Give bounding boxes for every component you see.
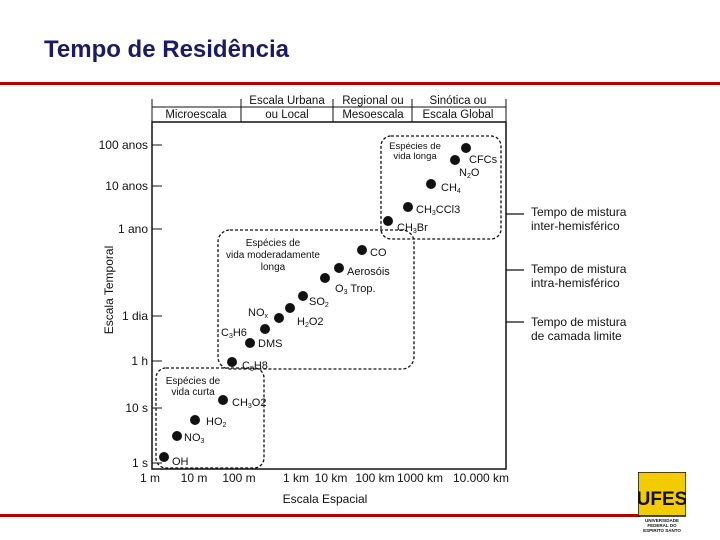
x-tick-label: 1 m <box>140 471 160 485</box>
species-marker <box>274 313 284 323</box>
species-marker <box>357 245 367 255</box>
university-logo: UFES UNIVERSIDADE FEDERAL DO ESPIRITO SA… <box>638 472 686 533</box>
species-marker <box>426 179 436 189</box>
species-marker <box>383 216 393 226</box>
species-label: H2O2 <box>297 316 324 329</box>
species-marker <box>334 263 344 273</box>
species-label: Aerosóis <box>347 266 390 278</box>
logo-background <box>638 472 686 517</box>
logo-caption: UNIVERSIDADE <box>645 518 679 523</box>
mixing-label: Tempo de mistura <box>531 262 627 276</box>
x-tick-label: 10 km <box>315 471 348 485</box>
group-label-short-lived: vida curta <box>171 387 215 398</box>
species-label: CH3CCl3 <box>416 204 460 217</box>
species-marker <box>450 155 460 165</box>
scale-header: Microescala Escala Urbana ou Local Regio… <box>151 95 507 123</box>
species-label: DMS <box>258 338 282 350</box>
group-box-moderate <box>217 229 415 370</box>
logo-caption: ESPIRITO SANTO <box>643 528 681 533</box>
x-axis-label: Escala Espacial <box>283 492 368 506</box>
species-label: NOx <box>248 307 269 320</box>
group-label-moderate: vida moderadamente <box>226 250 320 261</box>
species-marker <box>190 415 200 425</box>
x-tick-label: 10 m <box>181 471 208 485</box>
x-tick-label: 10.000 km <box>453 471 509 485</box>
x-axis: 1 m 10 m 100 m 1 km 10 km 100 km 1000 km… <box>140 471 509 506</box>
y-tick-label: 10 anos <box>105 179 148 193</box>
bottom-divider <box>0 514 640 517</box>
species-label: C3H6 <box>221 327 247 340</box>
header-global-line1: Sinótica ou <box>430 95 487 107</box>
species-marker <box>260 324 270 334</box>
y-tick-label: 10 s <box>125 401 148 415</box>
mixing-label: Tempo de mistura <box>531 315 627 329</box>
x-tick-label: 100 m <box>222 471 255 485</box>
mixing-label: Tempo de mistura <box>531 205 627 219</box>
species-marker <box>403 202 413 212</box>
species-label: NO3 <box>184 432 205 445</box>
species-label: N2O <box>459 167 480 180</box>
y-tick-label: 1 dia <box>122 309 148 323</box>
species-marker <box>227 357 237 367</box>
mixing-label: de camada limite <box>531 329 622 343</box>
logo-caption: FEDERAL DO <box>647 523 677 528</box>
species-label: CFCs <box>469 154 498 166</box>
top-divider <box>0 82 720 85</box>
species-marker <box>298 291 308 301</box>
species-label: CH4 <box>441 182 461 195</box>
species-marker <box>245 338 255 348</box>
mixing-label: inter-hemisférico <box>531 219 620 233</box>
x-tick-label: 1000 km <box>397 471 443 485</box>
species-label: CO <box>370 247 387 259</box>
x-tick-label: 100 km <box>355 471 394 485</box>
species-marker <box>218 395 228 405</box>
group-label-moderate: longa <box>261 262 286 273</box>
header-urbana-line1: Escala Urbana <box>249 95 325 107</box>
species-markers <box>159 143 471 462</box>
species-marker <box>285 303 295 313</box>
mixing-label: intra-hemisférico <box>531 276 620 290</box>
group-label-long-lived: Espécies de <box>389 141 441 152</box>
species-marker <box>461 143 471 153</box>
header-regional-line1: Regional ou <box>342 95 403 107</box>
group-box-long-lived <box>380 135 502 240</box>
y-axis: Escala Temporal 100 anos 10 anos 1 ano 1… <box>99 138 162 470</box>
group-label-long-lived: vida longa <box>393 151 437 162</box>
y-tick-label: 1 h <box>131 354 148 368</box>
species-label: C5H8 <box>242 360 268 373</box>
group-label-moderate: Espécies de <box>246 238 301 249</box>
species-marker <box>159 452 169 462</box>
mixing-time-annotations: Tempo de mistura inter-hemisférico Tempo… <box>506 205 627 343</box>
group-label-short-lived: Espécies de <box>166 376 221 387</box>
species-label: CH3O2 <box>232 397 266 410</box>
species-label: SO2 <box>309 296 329 309</box>
species-label: CH3Br <box>397 222 428 235</box>
species-labels: CFCs N2O CH4 CH3CCl3 CH3Br CO Aerosóis O… <box>172 154 498 468</box>
header-regional-line2: Mesoescala <box>342 109 404 121</box>
header-urbana-line2: ou Local <box>265 109 308 121</box>
species-label: O3 Trop. <box>335 283 376 296</box>
species-label: HO2 <box>206 416 227 429</box>
y-tick-label: 100 anos <box>99 138 148 152</box>
logo-letters: UFES <box>638 489 686 510</box>
species-label: OH <box>172 456 189 468</box>
x-tick-label: 1 km <box>283 471 309 485</box>
y-tick-label: 1 ano <box>118 222 148 236</box>
group-box-short-lived <box>155 367 265 469</box>
y-axis-label: Escala Temporal <box>102 246 116 335</box>
page-title: Tempo de Residência <box>44 36 289 63</box>
species-marker <box>172 431 182 441</box>
header-microescala: Microescala <box>165 109 227 121</box>
header-global-line2: Escala Global <box>423 109 494 121</box>
species-marker <box>320 273 330 283</box>
y-tick-label: 1 s <box>132 456 148 470</box>
